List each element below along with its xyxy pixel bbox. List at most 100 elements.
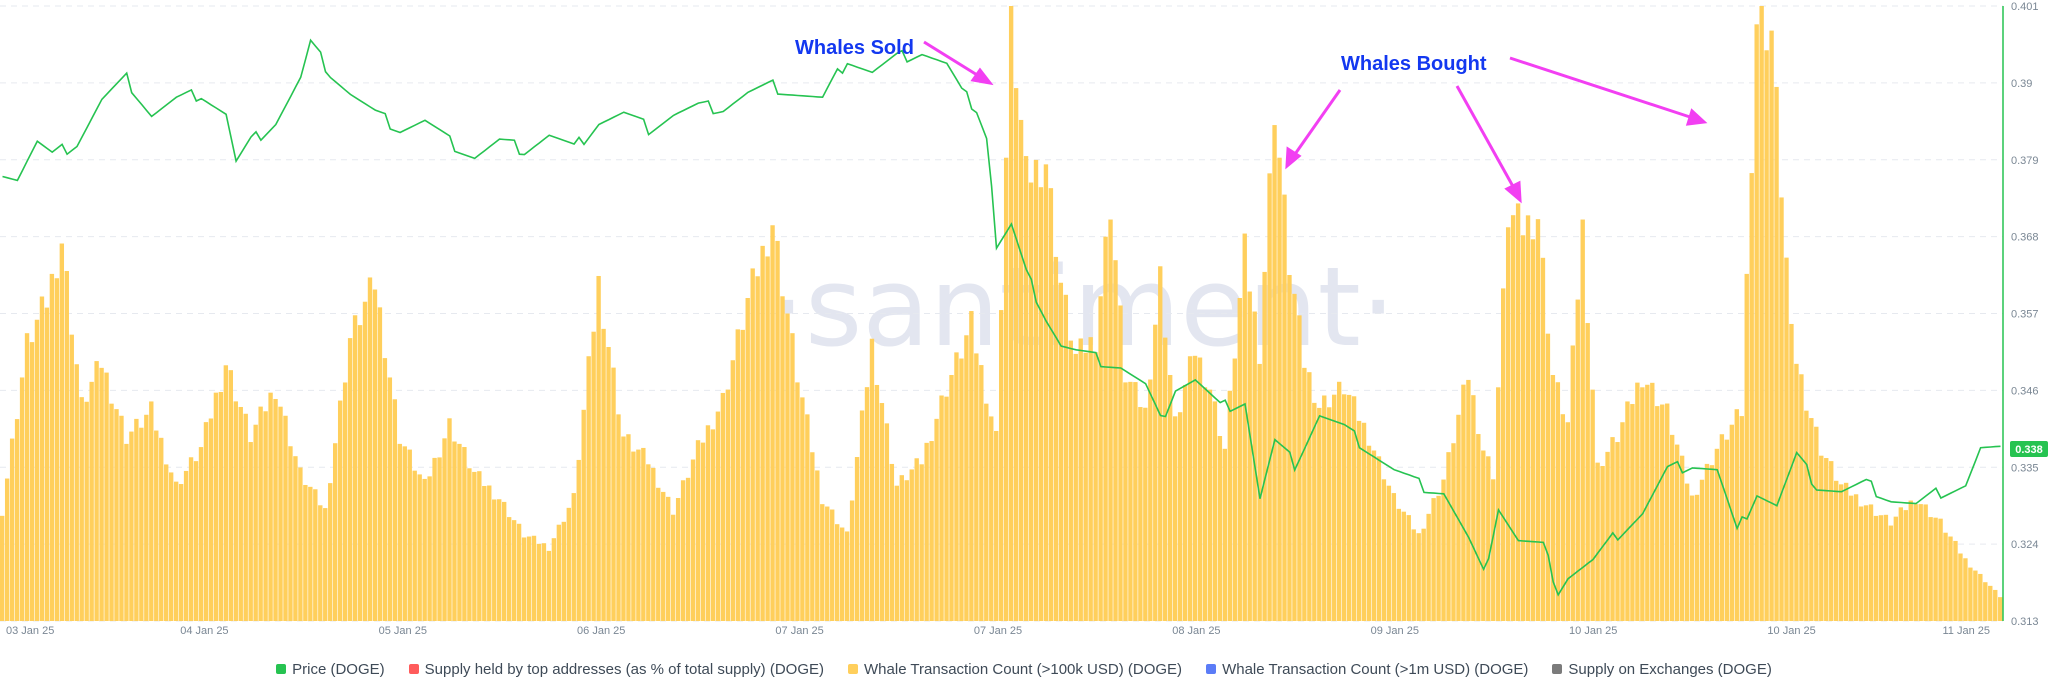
whale-tx-bar [586, 356, 591, 621]
whale-tx-bar [1988, 585, 1993, 621]
whale-tx-bar [1928, 517, 1933, 621]
whale-tx-bar [1068, 340, 1073, 621]
whale-tx-bar [342, 382, 348, 621]
whale-tx-bar [1834, 480, 1839, 621]
whale-tx-bar [462, 447, 467, 621]
whale-tx-bar [1645, 384, 1650, 621]
whale-tx-bar [427, 476, 432, 621]
whale-tx-bar [1376, 456, 1382, 621]
whale-tx-bar [367, 277, 373, 621]
whale-tx-bar [144, 414, 149, 621]
whale-tx-bar [1297, 315, 1302, 621]
whale-tx-bar [571, 493, 576, 621]
whale-tx-bar [1381, 479, 1387, 621]
whale-tx-bar [1615, 442, 1620, 621]
x-tick-label: 10 Jan 25 [1569, 625, 1617, 637]
whale-tx-bar [1863, 505, 1869, 621]
whale-tx-bar [29, 342, 35, 621]
whale-tx-bar [1053, 256, 1059, 621]
whale-tx-bar [1575, 299, 1580, 621]
whale-tx-bar [730, 360, 735, 621]
whale-tx-bar [1729, 424, 1735, 621]
whale-tx-bar [1779, 197, 1784, 621]
legend-item[interactable]: Whale Transaction Count (>1m USD) (DOGE) [1206, 661, 1528, 678]
whale-tx-bar [1446, 452, 1451, 621]
whale-tx-bar [1207, 389, 1213, 621]
x-tick-label: 05 Jan 25 [379, 625, 427, 637]
whale-tx-bar [1814, 426, 1819, 621]
whale-tx-bar [1386, 485, 1392, 621]
whale-tx-bar [581, 409, 586, 621]
whale-tx-bar [1108, 219, 1113, 621]
whale-tx-bar [337, 400, 343, 621]
legend-item[interactable]: Whale Transaction Count (>100k USD) (DOG… [848, 661, 1182, 678]
whale-tx-bar [859, 410, 865, 621]
whale-tx-bar [501, 501, 507, 621]
whale-tx-bar [1699, 479, 1705, 621]
whale-tx-bar [511, 520, 517, 621]
whale-tx-bar [154, 430, 159, 621]
price-badge: 0.338 [2010, 441, 2048, 457]
whale-tx-bar [1471, 395, 1476, 621]
whale-tx-bar [1580, 219, 1585, 621]
whale-tx-bar [497, 499, 502, 621]
whale-tx-bar [1595, 462, 1600, 621]
whale-tx-bar [551, 538, 557, 621]
whale-tx-bar [636, 449, 641, 621]
legend-label: Supply held by top addresses (as % of to… [424, 660, 825, 678]
whale-tx-bar [173, 481, 179, 621]
whale-tx-bar [164, 464, 169, 621]
whale-tx-bar [661, 491, 666, 621]
whale-tx-bar [1888, 525, 1894, 621]
whale-tx-bar [780, 296, 785, 621]
whale-tx-bar [1312, 402, 1317, 621]
whale-tx-bar [1242, 233, 1247, 622]
whale-tx-bar [1043, 164, 1049, 622]
whale-tx-bar [188, 457, 194, 621]
whale-tx-bar [1172, 416, 1178, 621]
whale-tx-bar [1799, 374, 1804, 621]
whale-tx-bar [1138, 407, 1143, 621]
whale-tx-bar [1640, 387, 1645, 621]
price-line [2, 38, 2001, 597]
legend-item[interactable]: Supply on Exchanges (DOGE) [1552, 661, 1772, 678]
whale-tx-bar [387, 377, 393, 621]
whale-tx-bar [1978, 573, 1983, 621]
legend: Price (DOGE) Supply held by top addresses… [0, 656, 2048, 682]
legend-item[interactable]: Price (DOGE) [276, 661, 385, 678]
whale-tx-bar [1302, 367, 1307, 621]
whale-tx-bar [1222, 448, 1228, 621]
whale-tx-bar [526, 536, 532, 621]
whale-tx-bar [372, 289, 378, 621]
whale-tx-bar [417, 474, 422, 621]
whale-tx-bar [601, 328, 606, 621]
whale-tx-bar [1689, 495, 1695, 621]
whale-tx-bar [362, 301, 368, 621]
whale-tx-bar [14, 419, 20, 621]
x-tick-label: 04 Jan 25 [180, 625, 228, 637]
whale-tx-bar [1416, 533, 1421, 621]
annotation-whales-bought: Whales Bought [1341, 53, 1487, 75]
whale-tx-bar [1998, 597, 2003, 621]
whale-tx-bar [695, 440, 701, 621]
whale-tx-bar [1704, 463, 1710, 621]
whale-tx-bar [208, 418, 214, 621]
whale-tx-bar [1148, 379, 1153, 621]
whale-tx-bar [357, 325, 363, 621]
whale-tx-bar [109, 403, 114, 621]
whale-tx-bar [954, 352, 959, 621]
whale-tx-bar [1341, 394, 1347, 621]
whale-tx-bar [1396, 508, 1402, 621]
whale-tx-bar [1327, 407, 1332, 621]
whale-tx-bar [278, 406, 283, 621]
whale-tx-bar [536, 543, 542, 621]
legend-item[interactable]: Supply held by top addresses (as % of to… [408, 660, 825, 678]
arrow-bought-3 [1509, 56, 1694, 120]
whale-tx-bar [1451, 443, 1456, 621]
whale-tx-bar [1824, 458, 1829, 621]
whale-tx-bar [59, 243, 65, 621]
whale-tx-bar [705, 425, 711, 621]
whale-tx-bar [1048, 188, 1054, 621]
x-tick-label: 07 Jan 25 [775, 625, 823, 637]
annotation-arrows [923, 40, 1708, 204]
